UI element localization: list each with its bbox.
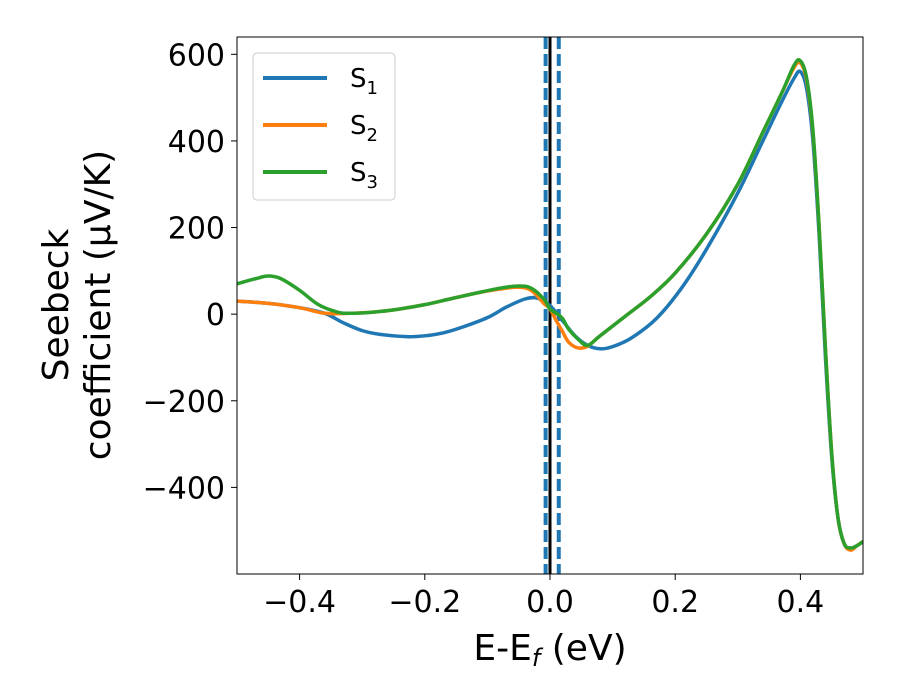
x-tick-label: 0.0 — [526, 585, 574, 620]
y-tick-label: 200 — [168, 212, 225, 247]
y-tick-label: −400 — [143, 471, 225, 506]
legend-label-s1: S1 — [350, 64, 378, 99]
x-axis: −0.4 −0.2 0.0 0.2 0.4 — [263, 574, 824, 620]
legend-label-s3: S3 — [350, 158, 378, 193]
legend: S1 S2 S3 — [252, 52, 396, 201]
series-lines — [237, 58, 863, 552]
y-tick-label: 0 — [206, 298, 225, 333]
y-tick-label: −200 — [143, 385, 225, 420]
y-tick-label: 400 — [168, 125, 225, 160]
x-tick-label: −0.4 — [263, 585, 336, 620]
y-axis-title-line2: coefficient (μV/K) — [78, 150, 119, 460]
legend-label-s2: S2 — [350, 111, 378, 146]
x-tick-label: −0.2 — [388, 585, 461, 620]
series-line-s3 — [237, 58, 863, 550]
y-axis: −400 −200 0 200 400 600 — [143, 38, 237, 506]
y-axis-title-line1: Seebeck — [36, 228, 77, 381]
x-tick-label: 0.4 — [777, 585, 825, 620]
x-axis-title: E-Ef (eV) — [473, 628, 626, 672]
y-tick-label: 600 — [168, 38, 225, 73]
y-axis-title: Seebeck coefficient (μV/K) — [36, 150, 119, 460]
x-tick-label: 0.2 — [651, 585, 699, 620]
